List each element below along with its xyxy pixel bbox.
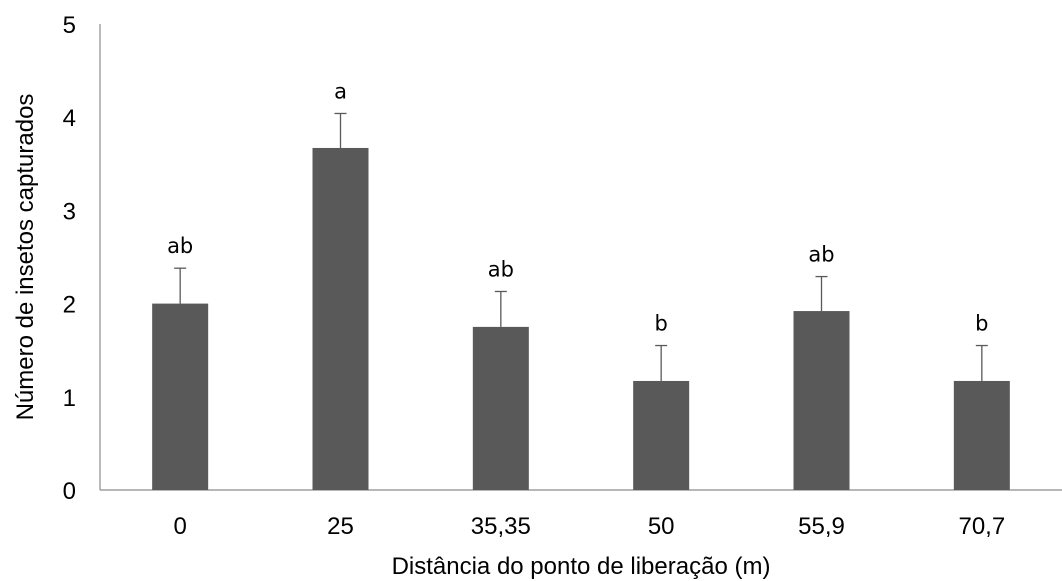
y-tick-labels: 0 1 2 3 4 5: [63, 12, 76, 505]
x-axis: 0 25 35,35 50 55,9 70,7: [100, 489, 1062, 540]
x-tick-label: 25: [327, 513, 354, 540]
bars: [152, 147, 1010, 490]
bar: [793, 311, 850, 490]
y-axis: 0 1 2 3 4 5: [63, 12, 101, 505]
significance-label: ab: [167, 234, 193, 258]
bar: [312, 147, 369, 490]
bar: [472, 326, 529, 490]
significance-label: b: [654, 312, 667, 336]
x-tick-labels: 0 25 35,35 50 55,9 70,7: [173, 513, 1005, 540]
bar: [152, 303, 209, 490]
significance-label: a: [334, 79, 347, 103]
significance-label: ab: [808, 243, 834, 267]
y-tick-label: 2: [63, 292, 76, 319]
bar: [953, 380, 1010, 490]
x-axis-label: Distância do ponto de liberação (m): [392, 553, 771, 580]
x-tick-label: 55,9: [798, 513, 845, 540]
significance-label: ab: [488, 257, 514, 281]
error-bars: [174, 112, 988, 381]
x-tick-label: 0: [173, 513, 186, 540]
y-tick-label: 4: [63, 105, 76, 132]
bar: [633, 380, 690, 490]
x-tick-label: 35,35: [471, 513, 531, 540]
significance-labels: ab a ab b ab b: [167, 79, 988, 335]
y-tick-label: 0: [63, 478, 76, 505]
y-axis-label: Número de insetos capturados: [12, 94, 39, 421]
y-tick-label: 3: [63, 198, 76, 225]
significance-label: b: [975, 312, 988, 336]
x-tick-label: 70,7: [958, 513, 1005, 540]
y-tick-label: 1: [63, 385, 76, 412]
y-tick-label: 5: [63, 12, 76, 39]
x-tick-label: 50: [648, 513, 675, 540]
